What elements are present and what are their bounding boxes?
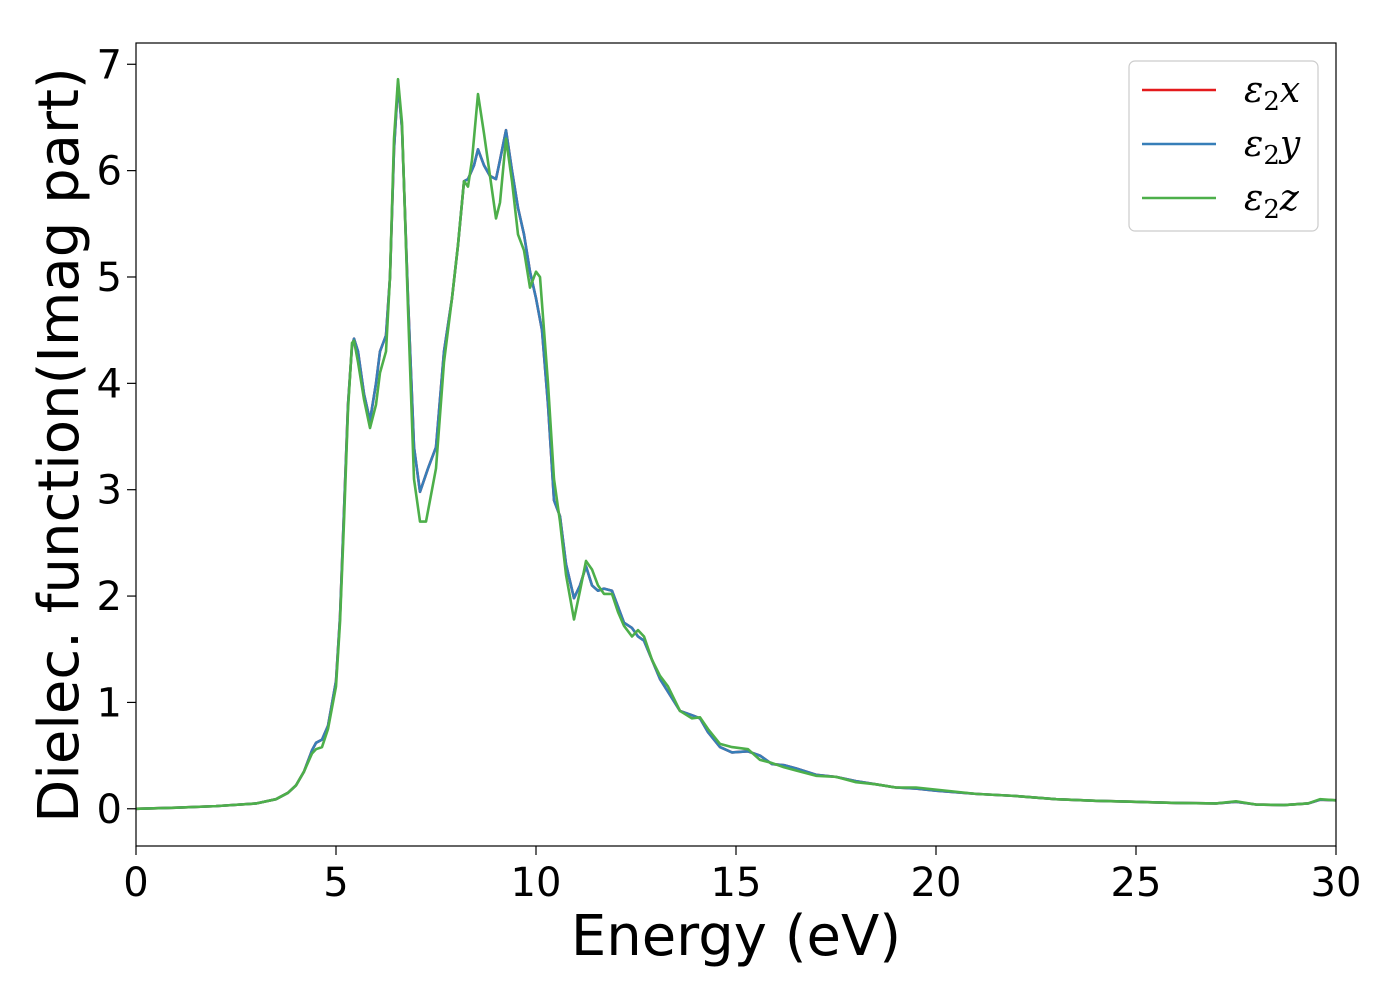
y-axis-title: Dielec. function(Imag part) bbox=[27, 67, 92, 823]
y-tick-label: 0 bbox=[97, 787, 122, 833]
y-tick-label: 6 bbox=[97, 149, 122, 195]
legend-label-z: ε2z bbox=[1244, 178, 1300, 225]
y-tick-label: 1 bbox=[97, 680, 122, 726]
y-axis-ticks: 0 1 2 3 4 5 6 7 bbox=[97, 42, 136, 833]
y-tick-label: 7 bbox=[97, 42, 122, 88]
series-line-z bbox=[135, 77, 1337, 811]
x-tick-label: 30 bbox=[1311, 860, 1362, 906]
x-axis-ticks: 0 5 10 15 20 25 30 bbox=[123, 846, 1361, 906]
legend-label-y: ε2y bbox=[1244, 124, 1301, 171]
x-tick-label: 0 bbox=[123, 860, 148, 906]
legend: ε2x ε2y ε2z bbox=[1128, 60, 1319, 232]
series-layer bbox=[135, 77, 1337, 811]
y-tick-label: 2 bbox=[97, 574, 122, 620]
legend-label-x: ε2x bbox=[1244, 70, 1300, 117]
x-tick-label: 10 bbox=[511, 860, 562, 906]
legend-box bbox=[1128, 60, 1319, 232]
y-tick-label: 3 bbox=[97, 468, 122, 514]
x-tick-label: 25 bbox=[1111, 860, 1162, 906]
y-tick-label: 5 bbox=[97, 255, 122, 301]
y-tick-label: 4 bbox=[97, 361, 122, 407]
x-axis-title: Energy (eV) bbox=[571, 904, 901, 969]
x-tick-label: 5 bbox=[323, 860, 348, 906]
x-tick-label: 20 bbox=[911, 860, 962, 906]
x-tick-label: 15 bbox=[711, 860, 762, 906]
